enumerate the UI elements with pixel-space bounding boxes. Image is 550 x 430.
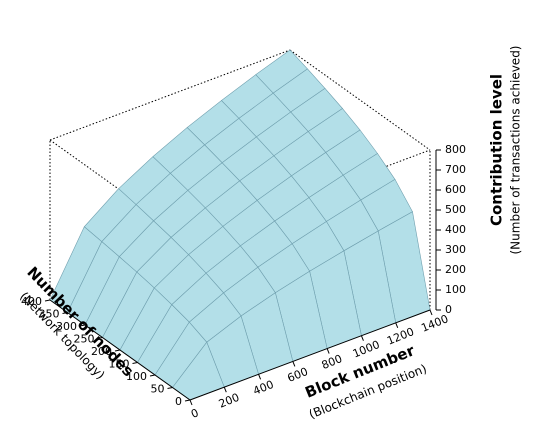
x-tick: [395, 322, 399, 329]
y-tick: [132, 362, 138, 364]
x-tick: [223, 386, 227, 393]
y-tick: [149, 374, 156, 377]
z-tick-label: 800: [445, 143, 466, 156]
x-tick: [326, 348, 330, 354]
y-tick-label: 200: [91, 345, 112, 358]
y-tick: [114, 349, 121, 352]
x-tick: [429, 309, 433, 316]
y-tick: [79, 324, 86, 327]
z-tick-label: 600: [445, 183, 466, 196]
y-tick-label: 150: [109, 358, 130, 371]
y-tick-label: 350: [39, 308, 60, 321]
x-tick: [189, 399, 193, 406]
z-axis-sublabel: (Number of transactions achieved): [509, 46, 523, 255]
y-tick-label: 50: [151, 383, 165, 396]
x-tick-label: 200: [217, 391, 241, 411]
z-tick-label: 200: [445, 263, 466, 276]
z-tick-label: 500: [445, 203, 466, 216]
y-tick: [184, 399, 191, 402]
y-tick: [97, 337, 103, 339]
y-tick: [167, 387, 173, 389]
z-tick-label: 100: [445, 283, 466, 296]
y-tick-label: 300: [56, 320, 77, 333]
box-edge: [289, 49, 431, 151]
y-tick-label: 0: [175, 395, 182, 408]
x-tick-label: 400: [251, 378, 275, 398]
z-tick-label: 0: [445, 303, 452, 316]
y-tick: [62, 312, 68, 314]
z-axis-label: Contribution level: [488, 74, 506, 226]
box-edge: [49, 49, 291, 141]
y-tick-label: 400: [21, 295, 42, 308]
z-tick-label: 700: [445, 163, 466, 176]
x-tick: [360, 335, 364, 341]
x-tick: [292, 361, 296, 367]
y-tick-label: 250: [74, 333, 95, 346]
z-tick-label: 400: [445, 223, 466, 236]
y-tick: [44, 299, 51, 302]
y-tick-label: 100: [126, 370, 147, 383]
z-tick-label: 300: [445, 243, 466, 256]
x-tick-label: 600: [285, 365, 309, 385]
x-tick: [258, 374, 262, 380]
box-edge: [49, 139, 191, 241]
x-tick-label: 0: [189, 406, 200, 421]
x-axis-line: [189, 309, 431, 401]
surface: [49, 49, 431, 401]
